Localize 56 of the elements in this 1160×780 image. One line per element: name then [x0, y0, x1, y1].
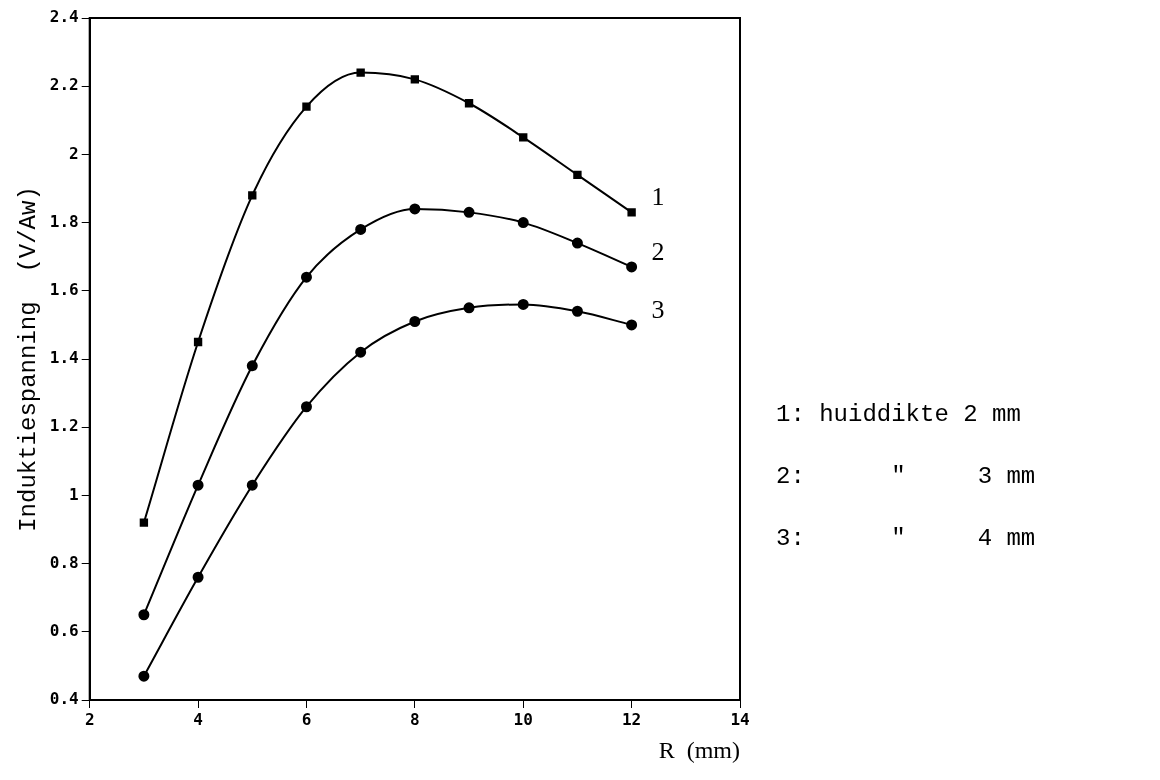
point [519, 133, 528, 142]
x-tick-label: 4 [193, 709, 203, 729]
point [626, 319, 638, 331]
point [246, 479, 258, 491]
y-tick-label: 1.8 [49, 211, 79, 231]
point [517, 298, 529, 310]
point [573, 170, 582, 180]
point [246, 360, 258, 372]
x-tick-label: 6 [301, 709, 312, 729]
point [410, 75, 420, 84]
text: 1: huiddikte 2 mm [776, 401, 1021, 429]
x-tick-label: 10 [513, 709, 533, 729]
point [138, 609, 150, 621]
series-label: 2 [651, 236, 665, 266]
point [571, 305, 583, 317]
point [302, 102, 311, 111]
text: 3: " 4 mm [776, 525, 1036, 553]
point [138, 670, 150, 682]
series-label: 3 [651, 294, 665, 324]
point [355, 223, 367, 235]
series-label: 1 [651, 182, 665, 212]
y-tick-label: 0.6 [49, 620, 79, 640]
y-tick-label: 1 [69, 484, 79, 504]
point [192, 571, 204, 583]
y-tick-label: 0.8 [49, 552, 79, 572]
x-tick-label: 14 [730, 709, 750, 729]
y-tick-label: 1.6 [49, 279, 79, 299]
y-tick-label: 2.2 [49, 75, 79, 95]
x-axis-title: R (mm) [658, 736, 740, 763]
point [300, 271, 312, 283]
y-axis-title: Induktiespanning (V/Aw) [14, 186, 42, 532]
point [248, 191, 257, 200]
y-tick-label: 1.4 [49, 348, 79, 368]
point [571, 237, 583, 249]
x-tick-label: 12 [621, 709, 642, 729]
point [193, 337, 203, 347]
point [300, 401, 312, 413]
point [626, 261, 638, 273]
point [139, 518, 149, 527]
x-tick-label: 8 [410, 709, 420, 729]
point [517, 217, 529, 229]
x-tick-label: 2 [84, 709, 95, 729]
point [409, 315, 421, 327]
point [356, 68, 365, 77]
point [355, 346, 367, 358]
point [463, 206, 475, 218]
y-tick-label: 2 [69, 143, 79, 163]
y-tick-label: 1.2 [49, 416, 79, 436]
point [463, 302, 475, 314]
text: 2: " 3 mm [776, 463, 1036, 491]
y-tick-label: 0.4 [49, 689, 79, 709]
point [627, 208, 636, 217]
y-tick-label: 2.4 [49, 7, 79, 27]
point [192, 479, 204, 491]
point [409, 203, 421, 215]
point [464, 99, 474, 108]
